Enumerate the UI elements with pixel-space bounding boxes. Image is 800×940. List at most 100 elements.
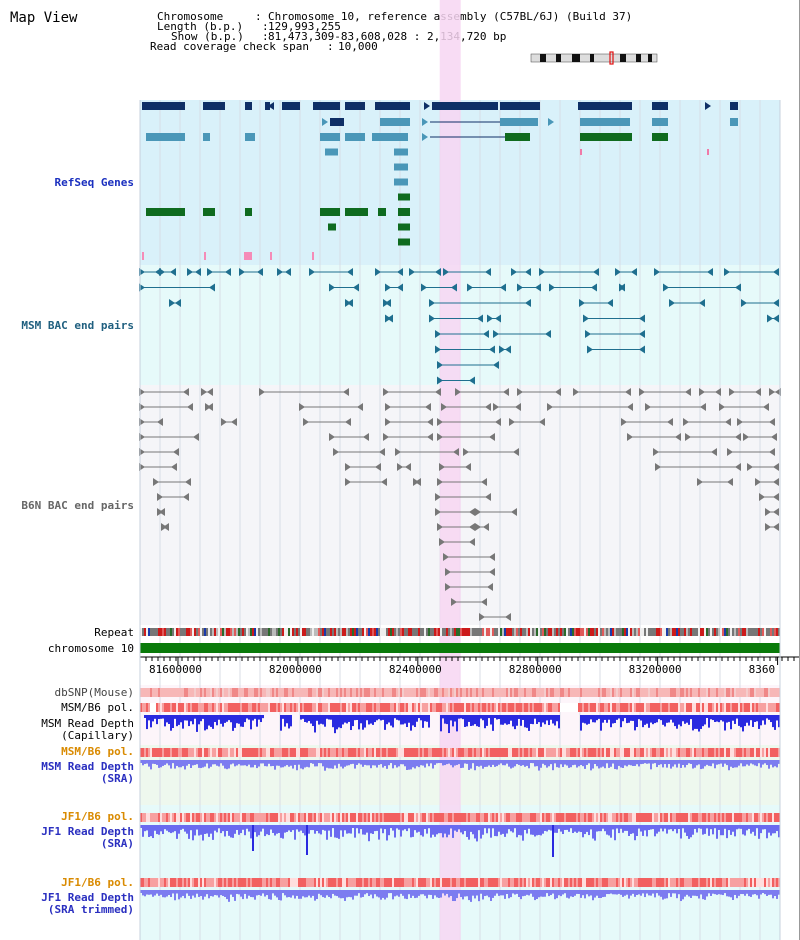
heat-cell (328, 688, 330, 697)
heat-cell (164, 688, 166, 697)
heat-cell (440, 813, 442, 822)
repeat-block (308, 628, 310, 636)
heat-cell (648, 748, 650, 757)
repeat-block (318, 628, 320, 636)
heat-cell (380, 748, 382, 757)
heat-cell (180, 878, 182, 887)
heat-cell (360, 878, 362, 887)
heat-cell (306, 703, 308, 712)
depth-bar (502, 825, 504, 834)
heat-cell (328, 748, 330, 757)
depth-bar (624, 825, 626, 831)
heat-cell (196, 703, 198, 712)
heat-cell (686, 703, 688, 712)
heat-cell (518, 813, 520, 822)
heat-cell (210, 878, 212, 887)
depth-bar (362, 760, 364, 767)
depth-bar (336, 760, 338, 769)
heat-cell (274, 813, 276, 822)
repeat-block (280, 628, 282, 636)
heat-cell (286, 703, 288, 712)
heat-cell (264, 748, 266, 757)
heat-cell (270, 878, 272, 887)
heat-cell (356, 703, 358, 712)
heat-cell (354, 748, 356, 757)
heat-cell (734, 878, 736, 887)
repeat-block (408, 628, 410, 636)
heat-cell (594, 703, 596, 712)
depth-bar (322, 890, 324, 898)
heat-cell (278, 748, 280, 757)
depth-bar (530, 715, 532, 724)
heat-cell (204, 688, 206, 697)
heat-cell (458, 748, 460, 757)
depth-bar (542, 715, 544, 723)
depth-bar (688, 715, 690, 725)
depth-bar (292, 825, 294, 831)
repeat-block (432, 628, 434, 636)
heat-cell (172, 688, 174, 697)
depth-bar (228, 760, 230, 769)
depth-bar (592, 890, 594, 901)
depth-bar (466, 760, 468, 764)
depth-bar (670, 715, 672, 720)
depth-bar (396, 760, 398, 768)
depth-bar (280, 760, 282, 768)
depth-bar (760, 760, 762, 768)
depth-bar (400, 825, 402, 837)
depth-bar (622, 825, 624, 833)
heat-cell (170, 748, 172, 757)
depth-bar (704, 715, 706, 725)
depth-bar (550, 825, 552, 831)
heat-cell (598, 748, 600, 757)
depth-bar (238, 715, 240, 724)
depth-bar (506, 825, 508, 834)
repeat-block (752, 628, 754, 636)
depth-bar (694, 890, 696, 896)
depth-bar (730, 760, 732, 767)
gene-arrow (639, 330, 645, 338)
heat-cell (344, 703, 346, 712)
heat-cell (474, 813, 476, 822)
gene-arrow (547, 403, 553, 411)
heat-cell (362, 813, 364, 822)
heat-cell (158, 878, 160, 887)
heat-cell (426, 813, 428, 822)
heat-cell (328, 878, 330, 887)
heat-cell (292, 703, 294, 712)
gene-arrow (475, 523, 481, 531)
heat-cell (320, 813, 322, 822)
heat-cell (552, 748, 554, 757)
heat-cell (242, 748, 244, 757)
depth-bar (756, 715, 758, 722)
heat-cell (320, 703, 322, 712)
heat-cell (656, 878, 658, 887)
gene-arrow (765, 523, 771, 531)
heat-cell (166, 878, 168, 887)
heat-cell (268, 878, 270, 887)
depth-bar (408, 890, 410, 895)
depth-bar (344, 715, 346, 723)
heat-cell (380, 878, 382, 887)
depth-bar (668, 890, 670, 894)
gene-arrow (515, 403, 521, 411)
gene-arrow (437, 376, 443, 385)
depth-bar (280, 890, 282, 901)
depth-bar (418, 825, 420, 832)
heat-cell (774, 813, 776, 822)
heat-cell (670, 688, 672, 697)
depth-bar (726, 890, 728, 897)
b6n-bac-track-label[interactable]: B6N BAC end pairs (21, 499, 134, 512)
gene-arrow (511, 508, 517, 516)
heat-cell (378, 813, 380, 822)
depth-bar (520, 890, 522, 900)
depth-bar (244, 715, 246, 723)
msm-bac-track-label[interactable]: MSM BAC end pairs (21, 319, 134, 332)
refseq-track-label[interactable]: RefSeq Genes (54, 176, 134, 189)
depth-bar (318, 825, 320, 834)
depth-bar (292, 760, 294, 769)
heat-cell (502, 813, 504, 822)
heat-cell (226, 878, 228, 887)
depth-bar (714, 760, 716, 769)
